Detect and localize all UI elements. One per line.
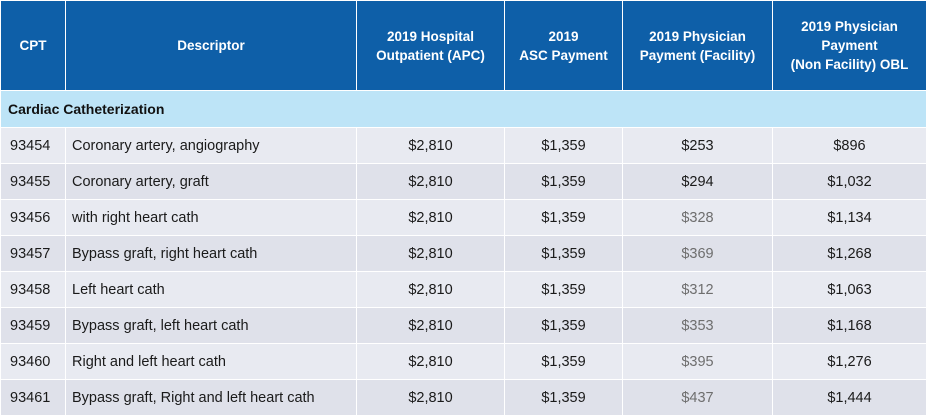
physician-non-facility-cell: $1,168	[773, 308, 926, 344]
descriptor-cell: Bypass graft, Right and left heart cath	[66, 380, 357, 416]
column-header-hospital-outpatient: 2019 Hospital Outpatient (APC)	[357, 1, 505, 91]
table-row: 93455 Coronary artery, graft $2,810 $1,3…	[1, 164, 926, 200]
column-header-asc-payment: 2019 ASC Payment	[505, 1, 623, 91]
table-row: 93459 Bypass graft, left heart cath $2,8…	[1, 308, 926, 344]
column-header-cpt: CPT	[1, 1, 66, 91]
header-row: CPT Descriptor 2019 Hospital Outpatient …	[1, 1, 926, 91]
header-line: 2019 Hospital	[387, 29, 474, 44]
cpt-code-cell: 93458	[1, 272, 66, 308]
header-line: Payment (Facility)	[640, 48, 756, 63]
table-row: 93456 with right heart cath $2,810 $1,35…	[1, 200, 926, 236]
physician-non-facility-cell: $1,134	[773, 200, 926, 236]
cpt-code-cell: 93460	[1, 344, 66, 380]
descriptor-cell: Bypass graft, left heart cath	[66, 308, 357, 344]
asc-payment-cell: $1,359	[505, 308, 623, 344]
asc-payment-cell: $1,359	[505, 344, 623, 380]
physician-facility-cell: $369	[623, 236, 773, 272]
header-line: 2019 Physician	[649, 29, 746, 44]
table-row: 93457 Bypass graft, right heart cath $2,…	[1, 236, 926, 272]
table-row: 93461 Bypass graft, Right and left heart…	[1, 380, 926, 416]
hospital-outpatient-cell: $2,810	[357, 344, 505, 380]
descriptor-cell: Left heart cath	[66, 272, 357, 308]
table-row: 93460 Right and left heart cath $2,810 $…	[1, 344, 926, 380]
header-line: Outpatient (APC)	[376, 48, 485, 63]
section-row: Cardiac Catheterization	[1, 91, 926, 128]
physician-facility-cell: $294	[623, 164, 773, 200]
cpt-code-cell: 93457	[1, 236, 66, 272]
column-header-physician-facility: 2019 Physician Payment (Facility)	[623, 1, 773, 91]
header-line: 2019 Physician	[801, 19, 898, 34]
physician-facility-cell: $253	[623, 128, 773, 164]
asc-payment-cell: $1,359	[505, 128, 623, 164]
descriptor-cell: Bypass graft, right heart cath	[66, 236, 357, 272]
physician-non-facility-cell: $1,444	[773, 380, 926, 416]
column-header-descriptor: Descriptor	[66, 1, 357, 91]
hospital-outpatient-cell: $2,810	[357, 272, 505, 308]
cpt-code-cell: 93454	[1, 128, 66, 164]
cpt-code-cell: 93456	[1, 200, 66, 236]
table-row: 93458 Left heart cath $2,810 $1,359 $312…	[1, 272, 926, 308]
hospital-outpatient-cell: $2,810	[357, 128, 505, 164]
hospital-outpatient-cell: $2,810	[357, 308, 505, 344]
descriptor-cell: Coronary artery, angiography	[66, 128, 357, 164]
asc-payment-cell: $1,359	[505, 236, 623, 272]
descriptor-cell: Right and left heart cath	[66, 344, 357, 380]
physician-facility-cell: $328	[623, 200, 773, 236]
cpt-code-cell: 93461	[1, 380, 66, 416]
descriptor-cell: Coronary artery, graft	[66, 164, 357, 200]
column-header-physician-non-facility: 2019 Physician Payment (Non Facility) OB…	[773, 1, 926, 91]
descriptor-cell: with right heart cath	[66, 200, 357, 236]
header-line: 2019	[548, 29, 578, 44]
physician-non-facility-cell: $896	[773, 128, 926, 164]
asc-payment-cell: $1,359	[505, 200, 623, 236]
physician-non-facility-cell: $1,063	[773, 272, 926, 308]
asc-payment-cell: $1,359	[505, 164, 623, 200]
physician-facility-cell: $395	[623, 344, 773, 380]
hospital-outpatient-cell: $2,810	[357, 200, 505, 236]
hospital-outpatient-cell: $2,810	[357, 164, 505, 200]
header-line: Payment	[821, 38, 877, 53]
asc-payment-cell: $1,359	[505, 272, 623, 308]
physician-facility-cell: $437	[623, 380, 773, 416]
physician-facility-cell: $312	[623, 272, 773, 308]
header-line: ASC Payment	[519, 48, 608, 63]
asc-payment-cell: $1,359	[505, 380, 623, 416]
cpt-code-cell: 93459	[1, 308, 66, 344]
table-row: 93454 Coronary artery, angiography $2,81…	[1, 128, 926, 164]
physician-non-facility-cell: $1,268	[773, 236, 926, 272]
hospital-outpatient-cell: $2,810	[357, 236, 505, 272]
physician-non-facility-cell: $1,032	[773, 164, 926, 200]
cpt-code-cell: 93455	[1, 164, 66, 200]
section-title: Cardiac Catheterization	[1, 91, 926, 128]
physician-non-facility-cell: $1,276	[773, 344, 926, 380]
hospital-outpatient-cell: $2,810	[357, 380, 505, 416]
physician-facility-cell: $353	[623, 308, 773, 344]
header-line: (Non Facility) OBL	[791, 57, 909, 72]
